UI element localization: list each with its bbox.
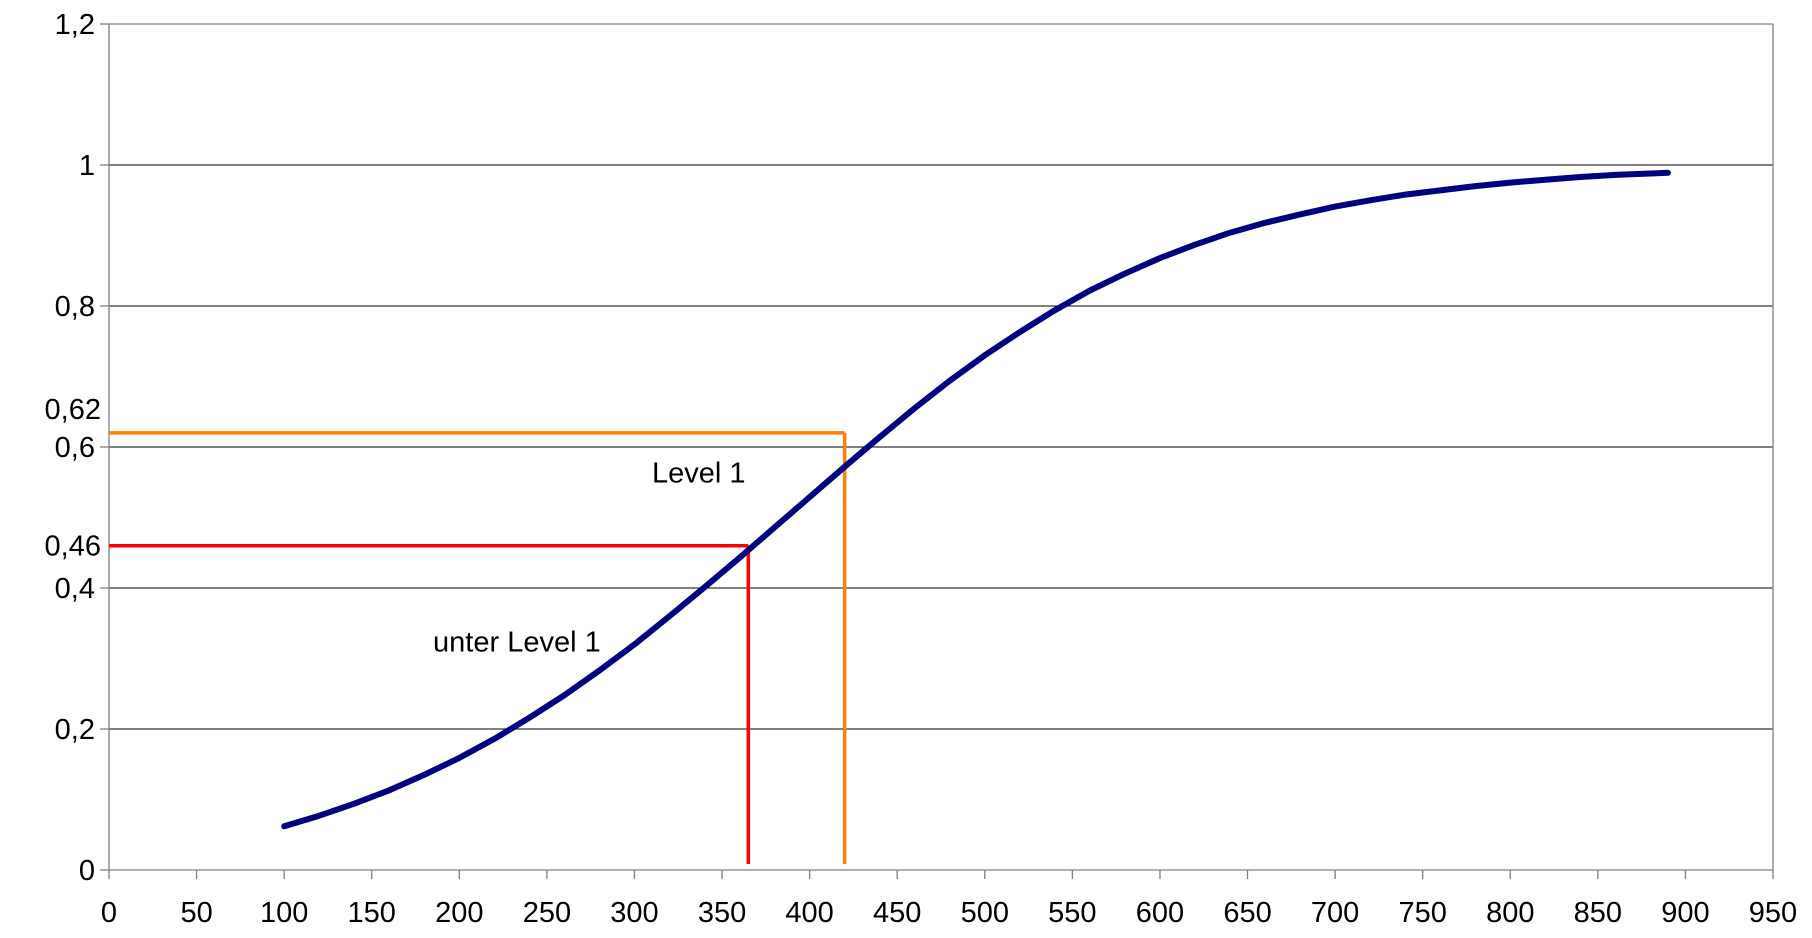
annotation-label: unter Level 1	[433, 626, 601, 658]
x-tick-label: 350	[698, 897, 746, 929]
series-layer	[281, 169, 1671, 830]
x-tick-label: 500	[961, 897, 1009, 929]
x-tick-label: 700	[1311, 897, 1359, 929]
x-tick-label: 150	[348, 897, 396, 929]
x-tick-label: 650	[1223, 897, 1271, 929]
x-tick-label: 200	[435, 897, 483, 929]
x-tick-label: 600	[1136, 897, 1184, 929]
y-tick-label: 0,6	[55, 432, 95, 464]
x-tick-label: 950	[1749, 897, 1797, 929]
x-tick-label: 100	[260, 897, 308, 929]
y-tick-label: 0	[79, 855, 95, 887]
x-tick-label: 250	[523, 897, 571, 929]
y-tick-label: 0,4	[55, 573, 95, 605]
x-tick-label: 400	[785, 897, 833, 929]
labels: 0 0,2 0,4 0,6 0,8 1 1,2 0,62 0,46 0 50 100 150 200 250…	[45, 9, 1798, 929]
x-tick-label: 0	[101, 897, 117, 929]
x-tick-label: 750	[1398, 897, 1446, 929]
x-tick-label: 300	[610, 897, 658, 929]
x-tick-label: 50	[180, 897, 212, 929]
x-tick-label: 900	[1661, 897, 1709, 929]
x-tick-label: 800	[1486, 897, 1534, 929]
y-tick-label: 1,2	[55, 9, 95, 41]
y-tick-label: 1	[79, 150, 95, 182]
x-tick-label: 850	[1574, 897, 1622, 929]
annotation-label: Level 1	[652, 457, 746, 489]
series-line	[281, 169, 1671, 830]
x-tick-label: 450	[873, 897, 921, 929]
y-tick-label: 0,2	[55, 714, 95, 746]
y-extra-label: 0,62	[45, 394, 101, 426]
axes	[100, 23, 1774, 879]
x-tick-label: 550	[1048, 897, 1096, 929]
y-extra-label: 0,46	[45, 531, 101, 563]
grid-lines	[109, 164, 1773, 730]
reference-lines	[109, 431, 847, 864]
y-tick-label: 0,8	[55, 291, 95, 323]
